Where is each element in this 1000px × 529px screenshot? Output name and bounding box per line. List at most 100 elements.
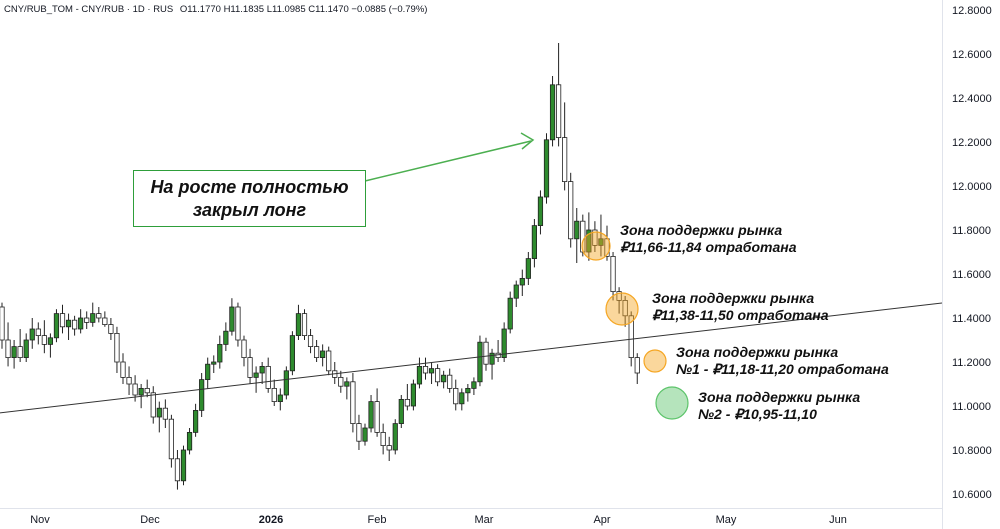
- y-tick-label: 12.6000: [952, 49, 992, 61]
- candle-body: [23, 339, 29, 359]
- candle-body: [259, 365, 265, 374]
- candle-body: [459, 392, 465, 405]
- arrow-line: [364, 140, 532, 182]
- candle-body: [380, 431, 386, 446]
- price-axis: 12.8000 12.6000 12.4000 12.2000 12.0000 11.80…: [942, 0, 1000, 529]
- candle-body: [531, 225, 538, 260]
- zone-1-range: ₽11,66-11,84 отработана: [620, 239, 797, 255]
- x-tick-label: Apr: [593, 514, 610, 526]
- zone-2-title: Зона поддержки рынка: [652, 290, 815, 306]
- candle-body: [604, 238, 610, 257]
- candle-body: [41, 335, 47, 345]
- chart-header: CNY/RUB_TOM - CNY/RUB · 1D · RUS O11.177…: [4, 4, 427, 15]
- zone-3-title: Зона поддержки рынка: [676, 344, 839, 360]
- candle-body: [29, 328, 35, 341]
- candle-body: [47, 337, 54, 345]
- candle-body: [180, 449, 187, 482]
- zone-label-1: Зона поддержки рынка ₽11,66-11,84 отрабо…: [620, 222, 796, 256]
- candle-body: [441, 374, 447, 383]
- candle-body: [386, 445, 392, 451]
- zone-4-title: Зона поддержки рынка: [698, 389, 861, 405]
- candle-body: [114, 332, 120, 363]
- candle-body: [404, 398, 410, 407]
- candle-body: [374, 401, 380, 433]
- candle-body: [362, 427, 368, 442]
- candle-body: [53, 313, 60, 339]
- candle-body: [192, 409, 199, 433]
- zone-marker-2: [605, 292, 639, 326]
- candle-body: [507, 297, 513, 330]
- candle-body: [356, 423, 362, 442]
- candle-body: [556, 84, 562, 139]
- candle-body: [168, 418, 174, 460]
- candle-body: [59, 313, 66, 328]
- time-axis: Nov Dec 2026 Feb Mar Apr May Jun: [0, 508, 942, 526]
- candle-body: [301, 313, 308, 337]
- y-tick-label: 12.0000: [952, 181, 992, 193]
- candle-body: [265, 365, 271, 389]
- callout-line-1: На росте полностью: [150, 176, 349, 197]
- candle-body: [247, 357, 253, 378]
- candle-body: [132, 383, 138, 396]
- trend-line: [0, 302, 943, 414]
- candle-body: [307, 335, 314, 348]
- candle-body: [519, 277, 525, 286]
- candle-body: [102, 317, 108, 325]
- candle-body: [549, 84, 556, 141]
- x-tick-label: 2026: [259, 514, 283, 526]
- x-tick-label: Feb: [368, 514, 387, 526]
- candle-body: [465, 387, 471, 394]
- candle-body: [477, 341, 483, 383]
- candles-layer: [0, 43, 640, 490]
- y-tick-label: 11.2000: [952, 357, 991, 369]
- candle-body: [235, 306, 241, 341]
- candle-body: [568, 181, 574, 240]
- candle-body: [17, 346, 23, 359]
- y-tick-label: 11.4000: [952, 313, 991, 325]
- candle-body: [592, 229, 598, 246]
- candle-body: [513, 284, 519, 299]
- candle-body: [489, 352, 495, 365]
- y-tick-label: 11.8000: [952, 225, 991, 237]
- candle-body: [453, 387, 459, 405]
- candle-body: [217, 343, 223, 363]
- candle-body: [223, 330, 229, 345]
- candle-body: [253, 372, 259, 378]
- candle-body: [543, 139, 550, 198]
- zone-label-4: Зона поддержки рынка №2 - ₽10,95-11,10: [698, 389, 860, 423]
- callout-line-2: закрыл лонг: [192, 199, 307, 220]
- candle-body: [313, 346, 320, 359]
- candle-body: [277, 394, 283, 402]
- zone-label-2: Зона поддержки рынка ₽11,38-11,50 отрабо…: [652, 290, 828, 324]
- candle-body: [610, 255, 616, 292]
- y-tick-label: 12.4000: [952, 93, 992, 105]
- arrow-head: [520, 132, 535, 150]
- candle-body: [398, 398, 404, 424]
- candle-body: [241, 339, 247, 359]
- candle-body: [598, 238, 604, 246]
- candle-body: [138, 387, 144, 396]
- zone-marker-1: [581, 231, 611, 261]
- candle-body: [350, 381, 356, 424]
- candle-body: [126, 376, 132, 385]
- candle-body: [5, 339, 11, 359]
- candle-body: [199, 379, 205, 411]
- candle-body: [11, 346, 17, 359]
- candle-body: [483, 341, 489, 365]
- candle-body: [326, 350, 332, 372]
- candle-body: [416, 365, 423, 385]
- candle-body: [174, 458, 181, 482]
- zone-1-title: Зона поддержки рынка: [620, 222, 783, 238]
- candle-body: [211, 361, 217, 365]
- x-tick-label: Nov: [30, 514, 50, 526]
- candle-body: [628, 315, 634, 358]
- candle-body: [72, 319, 78, 330]
- candle-body: [525, 258, 531, 279]
- candle-body: [205, 363, 211, 381]
- candle-body: [471, 381, 477, 389]
- x-tick-label: Jun: [829, 514, 847, 526]
- price-axis-bg: [942, 0, 1000, 529]
- candle-body: [295, 313, 302, 337]
- zone-3-range: №1 - ₽11,18-11,20 отработана: [676, 361, 889, 377]
